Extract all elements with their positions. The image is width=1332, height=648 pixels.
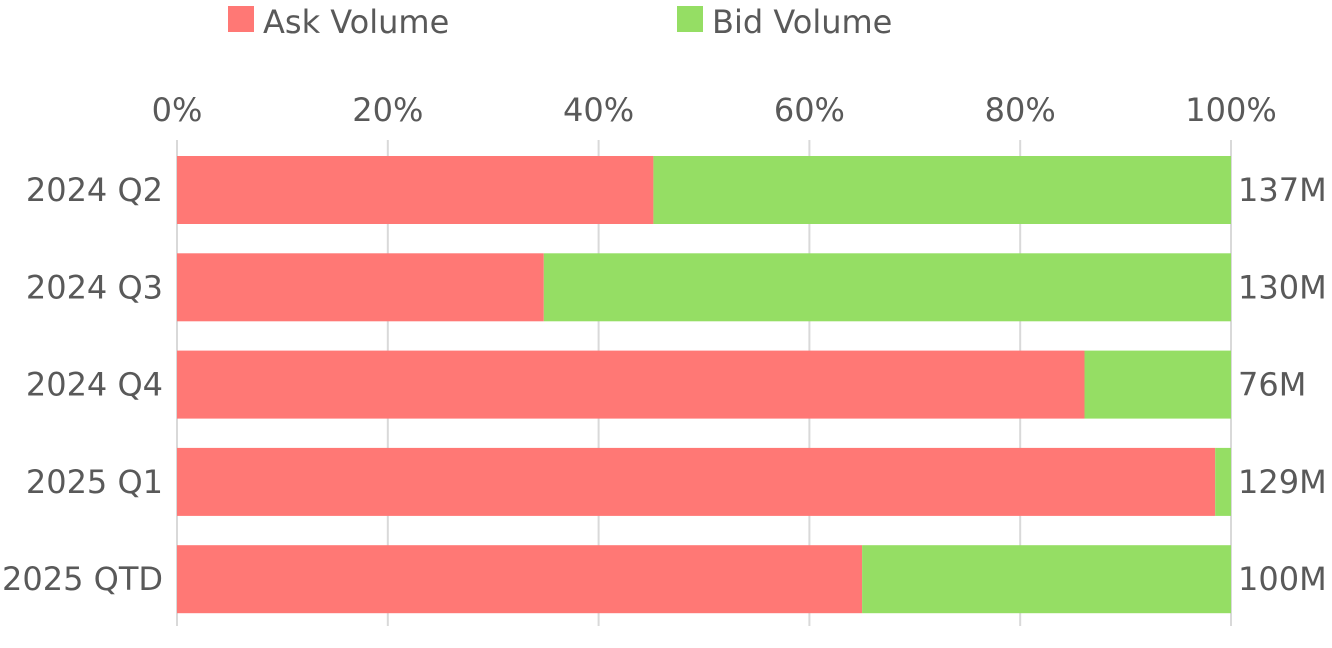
x-tick-label-5: 100% (1185, 91, 1276, 129)
category-labels: 2024 Q2 2024 Q3 2024 Q4 2025 Q1 2025 QTD (2, 171, 163, 598)
total-label-0: 137M (1238, 171, 1327, 209)
x-axis-ticks: 0% 20% 40% 60% 80% 100% (152, 91, 1277, 129)
x-tick-label-4: 80% (985, 91, 1056, 129)
bar-ask-volume-3 (177, 447, 1216, 516)
legend-swatch-0 (228, 6, 254, 32)
x-tick-label-2: 40% (563, 91, 634, 129)
total-label-2: 76M (1238, 366, 1306, 404)
category-label-4: 2025 QTD (2, 560, 163, 598)
total-labels: 137M 130M 76M 129M 100M (1238, 171, 1327, 598)
x-tick-label-1: 20% (352, 91, 423, 129)
bar-ask-volume-4 (177, 545, 863, 614)
category-label-1: 2024 Q3 (26, 268, 163, 306)
bar-ask-volume-2 (177, 350, 1085, 419)
total-label-3: 129M (1238, 463, 1327, 501)
legend-label-1: Bid Volume (712, 3, 892, 41)
bar-bid-volume-4 (862, 545, 1231, 614)
category-label-3: 2025 Q1 (26, 463, 163, 501)
bars (177, 156, 1231, 614)
legend-swatch-1 (677, 6, 703, 32)
bar-ask-volume-0 (177, 156, 654, 224)
category-label-2: 2024 Q4 (26, 366, 163, 404)
total-label-1: 130M (1238, 268, 1327, 306)
total-label-4: 100M (1238, 560, 1327, 598)
category-label-0: 2024 Q2 (26, 171, 163, 209)
legend-label-0: Ask Volume (263, 3, 449, 41)
x-tick-label-0: 0% (152, 91, 203, 129)
x-tick-label-3: 60% (774, 91, 845, 129)
bar-bid-volume-1 (543, 253, 1231, 322)
legend: Ask Volume Bid Volume (228, 3, 892, 41)
bar-bid-volume-2 (1084, 350, 1231, 419)
bar-bid-volume-3 (1215, 447, 1231, 516)
bar-ask-volume-1 (177, 253, 544, 322)
bar-bid-volume-0 (653, 156, 1231, 224)
